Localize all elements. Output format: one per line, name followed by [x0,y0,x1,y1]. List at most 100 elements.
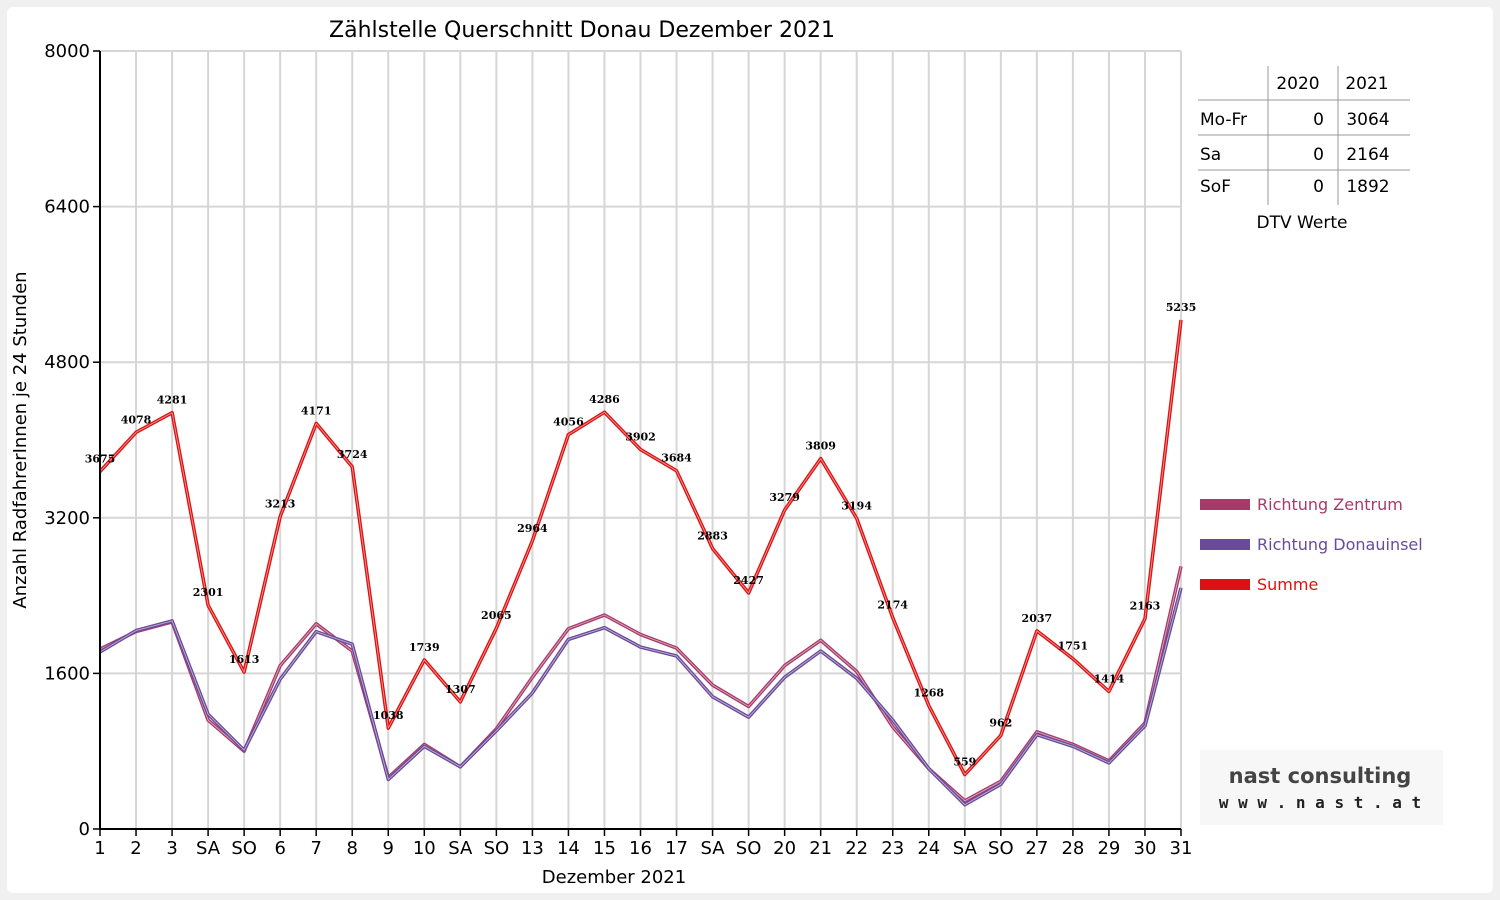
x-tick-label: 20 [773,838,796,859]
x-tick-label: 6 [274,838,285,859]
series-1 [99,587,1183,807]
series-line-highlight [99,319,1182,776]
chart-frame [7,7,1493,893]
data-label: 3684 [661,452,692,465]
data-label: 4281 [157,394,188,407]
data-label: 2301 [193,586,224,599]
data-label: 2037 [1022,612,1053,625]
data-label: 4056 [553,416,584,429]
data-label: 2883 [697,530,728,543]
data-label: 3724 [337,448,368,461]
x-tick-label: 29 [1097,838,1120,859]
x-tick-label: 3 [166,838,177,859]
dtv-value-2020: 0 [1313,177,1324,197]
dtv-value-2021: 1892 [1346,177,1389,197]
dtv-value-2020: 0 [1313,145,1324,165]
dtv-value-2021: 2164 [1346,145,1389,165]
x-tick-label: 14 [557,838,580,859]
y-tick-label: 6400 [44,197,90,218]
dtv-caption: DTV Werte [1257,213,1348,233]
legend-swatch [1200,499,1250,510]
x-axis-label: Dezember 2021 [542,867,686,888]
x-tick-label: SA [448,838,473,859]
data-label: 2163 [1130,600,1161,613]
x-tick-label: 16 [629,838,652,859]
logo-url: w w w . n a s t . a t [1219,793,1421,812]
series-line-highlight [99,587,1182,806]
x-tick-label: 21 [809,838,832,859]
data-label: 559 [953,756,976,769]
legend-swatch [1200,579,1250,590]
x-tick-label: SO [736,838,762,859]
x-tick-label: 22 [845,838,868,859]
data-label: 3279 [769,491,800,504]
x-tick-label: 2 [130,838,141,859]
x-tick-label: SA [953,838,978,859]
data-label: 3194 [841,499,872,512]
y-tick-label: 8000 [44,41,90,62]
data-label: 1613 [229,653,260,666]
x-tick-label: 30 [1134,838,1157,859]
x-tick-label: SO [484,838,510,859]
x-tick-label: 1 [94,838,105,859]
grid-layer [100,50,1182,829]
series-line-highlight [99,566,1182,802]
x-tick-label: 24 [917,838,940,859]
data-label: 1739 [409,641,440,654]
dtv-row-label: SoF [1200,177,1231,197]
data-label: 3213 [265,498,296,511]
x-tick-label: 31 [1170,838,1193,859]
chart-title: Zählstelle Querschnitt Donau Dezember 20… [329,18,835,43]
data-label: 1414 [1094,672,1125,685]
legend-entry: Summe [1257,575,1318,594]
x-tick-label: SO [988,838,1014,859]
series-layer [98,319,1183,807]
data-label: 1268 [913,687,944,700]
data-label: 2427 [733,574,764,587]
data-label: 4286 [589,393,620,406]
x-tick-label: 8 [347,838,358,859]
x-tick-label: 23 [881,838,904,859]
x-tick-label: SA [196,838,221,859]
x-tick-label: 7 [310,838,321,859]
y-tick-label: 4800 [44,352,90,373]
x-tick-label: 13 [521,838,544,859]
data-label: 3675 [85,453,116,466]
series-0 [99,566,1183,803]
data-label: 4171 [301,404,332,417]
legend-swatch [1200,539,1250,550]
data-label: 2964 [517,522,548,535]
x-tick-label: SA [701,838,726,859]
data-label: 3809 [805,440,836,453]
data-label: 1038 [373,709,404,722]
nast-logo: nast consulting w w w . n a s t . a t [1200,750,1443,825]
axes-layer: 1 2 3 SA SO 6 7 8 9 10 SA SO 13 14 15 16 17 SA SO 20 21 22 23 2… [44,41,1192,859]
x-tick-label: 9 [383,838,394,859]
data-label: 962 [989,716,1012,729]
x-tick-label: 15 [593,838,616,859]
data-label: 2065 [481,609,512,622]
data-label: 3902 [625,431,656,444]
dtv-table: 2020 2021 Mo-Fr 0 3064 Sa 0 2164 SoF 0 1… [1198,66,1410,233]
y-tick-label: 3200 [44,508,90,529]
dtv-header-2021: 2021 [1345,74,1388,94]
x-tick-label: 27 [1025,838,1048,859]
legend-entry: Richtung Zentrum [1257,495,1403,514]
logo-background [1200,750,1443,825]
data-label: 1751 [1058,640,1089,653]
data-label: 4078 [121,413,152,426]
x-tick-label: 17 [665,838,688,859]
legend: Richtung Zentrum Richtung Donauinsel Summe [1200,495,1423,594]
dtv-value-2021: 3064 [1346,110,1389,130]
y-tick-label: 0 [79,819,90,840]
dtv-header-2020: 2020 [1276,74,1319,94]
series-2 [98,319,1183,777]
data-label: 2174 [877,599,908,612]
data-labels-layer: 3675 4078 4281 2301 1613 3213 4171 3724 1038 1739… [85,301,1197,769]
logo-wordmark: nast consulting [1229,764,1412,788]
y-axis-label: Anzahl RadfahrerInnen je 24 Stunden [10,271,31,608]
dtv-value-2020: 0 [1313,110,1324,130]
dtv-row-label: Mo-Fr [1200,110,1247,130]
x-tick-label: 10 [413,838,436,859]
